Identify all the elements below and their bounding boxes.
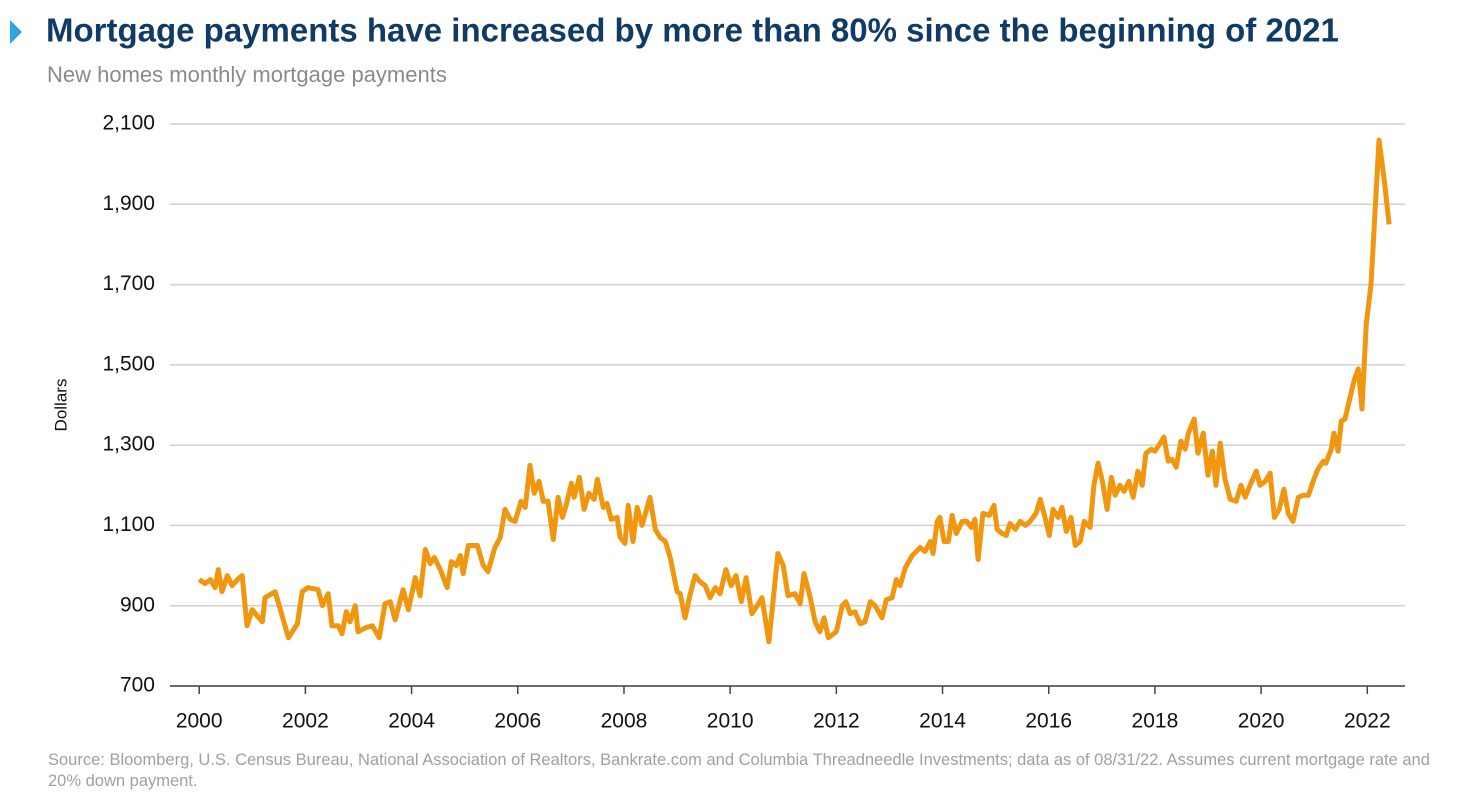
source-note: Source: Bloomberg, U.S. Census Bureau, N… xyxy=(48,751,1430,790)
x-tick-label: 2004 xyxy=(388,710,435,733)
y-tick-label: 1,900 xyxy=(102,192,155,215)
chart-subtitle: New homes monthly mortgage payments xyxy=(47,62,447,87)
x-tick-label: 2018 xyxy=(1132,710,1179,733)
y-tick-label: 1,700 xyxy=(102,272,155,295)
x-tick-label: 2012 xyxy=(813,710,860,733)
x-tick-label: 2006 xyxy=(494,710,541,733)
y-tick-label: 900 xyxy=(120,593,155,616)
x-tick-label: 2020 xyxy=(1238,710,1285,733)
y-tick-label: 1,500 xyxy=(102,352,155,375)
x-tick-label: 2022 xyxy=(1344,710,1391,733)
x-tick-label: 2002 xyxy=(282,710,329,733)
x-tick-label: 2008 xyxy=(601,710,648,733)
y-tick-label: 2,100 xyxy=(102,112,155,135)
y-tick-label: 700 xyxy=(120,674,155,697)
title-marker xyxy=(10,20,22,44)
x-tick-label: 2016 xyxy=(1025,710,1072,733)
y-axis-label: Dollars xyxy=(51,379,70,432)
x-tick-label: 2000 xyxy=(176,710,223,733)
y-tick-label: 1,100 xyxy=(102,513,155,536)
x-tick-label: 2014 xyxy=(919,710,966,733)
y-tick-label: 1,300 xyxy=(102,433,155,456)
chart-title: Mortgage payments have increased by more… xyxy=(46,12,1339,49)
x-tick-label: 2010 xyxy=(707,710,754,733)
data-line xyxy=(197,137,1392,645)
chart: Mortgage payments have increased by more… xyxy=(10,12,1405,733)
